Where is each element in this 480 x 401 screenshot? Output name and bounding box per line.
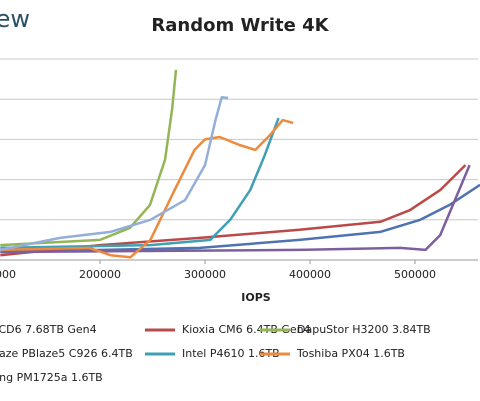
legend-label: Toshiba PX04 1.6TB: [296, 347, 405, 360]
legend-label: DapuStor H3200 3.84TB: [297, 323, 431, 336]
series-line: [0, 183, 480, 254]
legend-label: Memblaze PBlaze5 C926 6.4TB: [0, 347, 133, 360]
legend-label: Kioxia CD6 7.68TB Gen4: [0, 323, 97, 336]
x-tick-label: 200000: [79, 268, 121, 281]
logo: StorageReview: [0, 5, 30, 33]
legend-label: Kioxia CM6 6.4TB Gen4: [182, 323, 311, 336]
x-tick-label: 500000: [394, 268, 436, 281]
legend-label: Samsung PM1725a 1.6TB: [0, 371, 103, 384]
series-line: [0, 69, 178, 247]
x-tick-label: 400000: [289, 268, 331, 281]
chart-title: Random Write 4K: [151, 15, 329, 36]
legend-label: Intel P4610 1.6TB: [182, 347, 280, 360]
x-axis-label: IOPS: [241, 291, 271, 304]
series-line: [0, 164, 471, 254]
series-line: [0, 118, 294, 259]
x-tick-label: 300000: [184, 268, 226, 281]
series-line: [0, 164, 467, 257]
series-line: [0, 117, 280, 250]
x-tick-label: 100000: [0, 268, 16, 281]
series-line: [0, 95, 229, 252]
